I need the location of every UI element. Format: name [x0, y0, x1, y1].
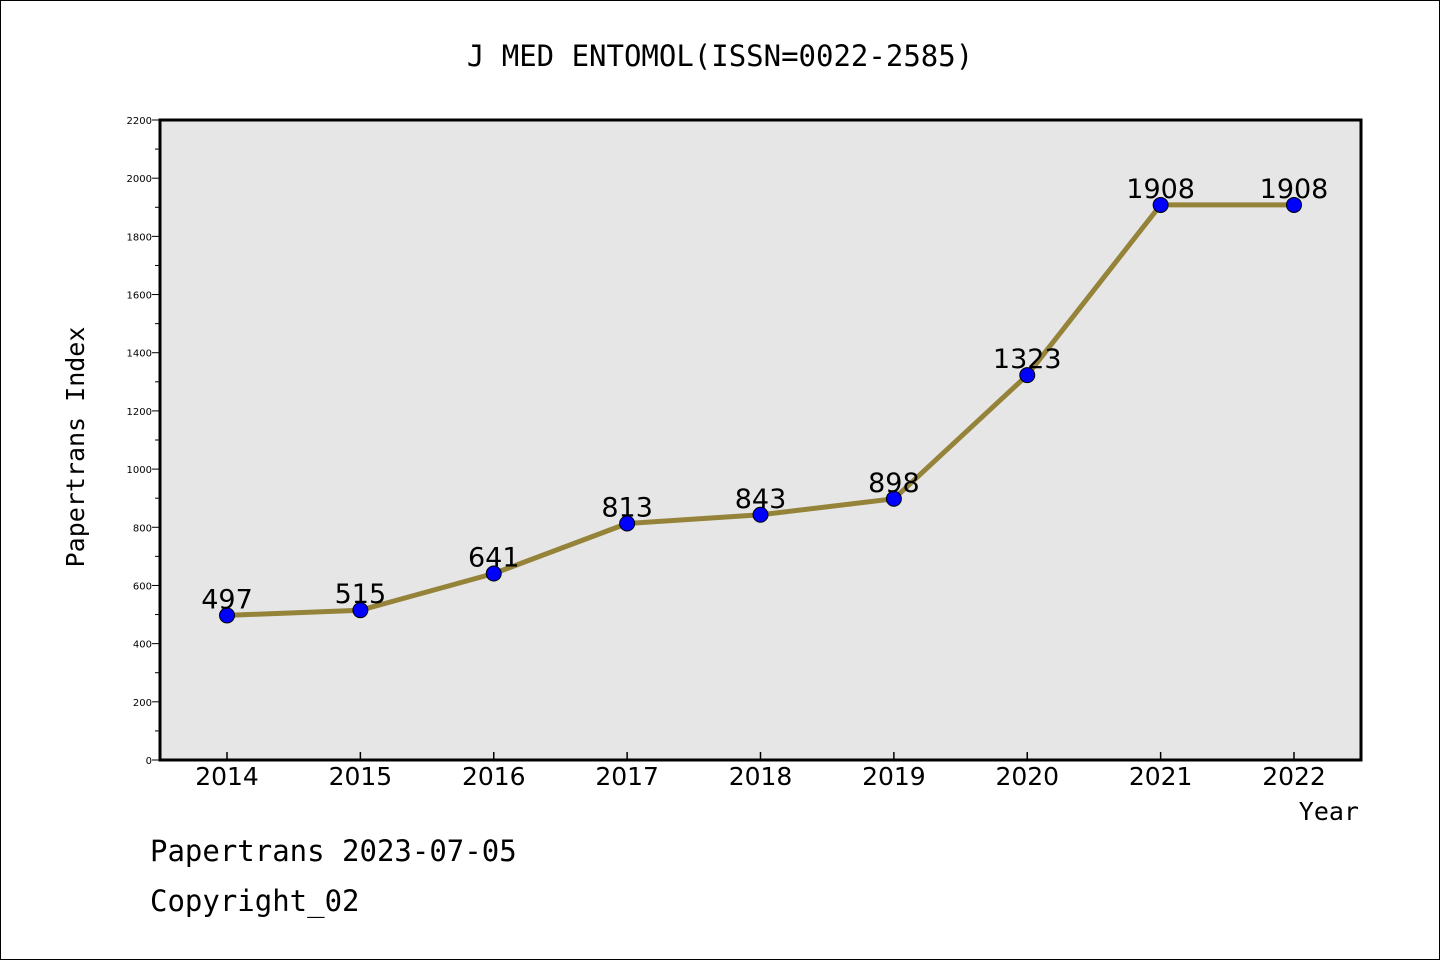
- x-tick-label: 2016: [462, 762, 526, 791]
- y-tick-label: 1200: [127, 407, 152, 418]
- x-tick-label: 2017: [595, 762, 659, 791]
- x-axis: 2014 2015 2016 2017 2018 2019 2020 2021 2022: [195, 752, 1326, 791]
- y-tick-label: 600: [133, 581, 152, 592]
- data-label: 1908: [1260, 174, 1329, 205]
- data-label: 813: [601, 492, 653, 523]
- plot-area: [158, 118, 1363, 762]
- data-label: 497: [201, 584, 253, 615]
- y-tick-label: 800: [133, 523, 152, 534]
- y-tick-label: 2200: [127, 116, 152, 127]
- x-tick-label: 2018: [729, 762, 793, 791]
- y-tick-label: 1600: [127, 291, 152, 302]
- x-tick-label: 2022: [1262, 762, 1326, 791]
- x-tick-label: 2019: [862, 762, 926, 791]
- footer-copyright-text: Copyright_02: [150, 884, 360, 918]
- y-tick-label: 2000: [127, 174, 152, 185]
- data-point: [352, 602, 369, 619]
- x-axis-label: Year: [1299, 797, 1359, 826]
- data-point: [219, 607, 235, 624]
- data-label: 1323: [993, 344, 1062, 375]
- data-point: [1019, 367, 1036, 384]
- data-markers: [219, 196, 1302, 624]
- chart-title: J MED ENTOMOL(ISSN=0022-2585): [467, 39, 973, 73]
- x-tick-label: 2014: [195, 762, 259, 791]
- data-point: [1152, 196, 1169, 213]
- data-point: [885, 490, 902, 507]
- data-labels: 497 515 641 813 843 898 1323 1908 1908: [201, 174, 1328, 615]
- y-tick-label: 1800: [127, 232, 152, 243]
- y-tick-label: 400: [133, 640, 152, 651]
- data-label: 898: [868, 468, 920, 499]
- data-label: 843: [735, 484, 787, 515]
- y-axis-label: Papertrans Index: [61, 327, 90, 568]
- y-axis: 0 200 400 600 800 1000 1200 1400 1600 1800 2000 220…: [127, 116, 160, 767]
- data-label: 515: [335, 579, 387, 610]
- data-point: [619, 515, 636, 532]
- x-tick-label: 2020: [995, 762, 1059, 791]
- y-tick-label: 200: [133, 698, 152, 709]
- y-tick-label: 1400: [127, 349, 152, 360]
- data-point: [752, 506, 769, 523]
- data-point: [1286, 196, 1302, 213]
- x-tick-label: 2015: [329, 762, 393, 791]
- footer-date-text: Papertrans 2023-07-05: [150, 834, 517, 868]
- data-point: [485, 565, 502, 582]
- x-tick-label: 2021: [1129, 762, 1193, 791]
- y-tick-label: 1000: [127, 465, 152, 476]
- data-label: 1908: [1126, 174, 1195, 205]
- data-label: 641: [468, 543, 520, 574]
- y-tick-label: 0: [146, 756, 152, 767]
